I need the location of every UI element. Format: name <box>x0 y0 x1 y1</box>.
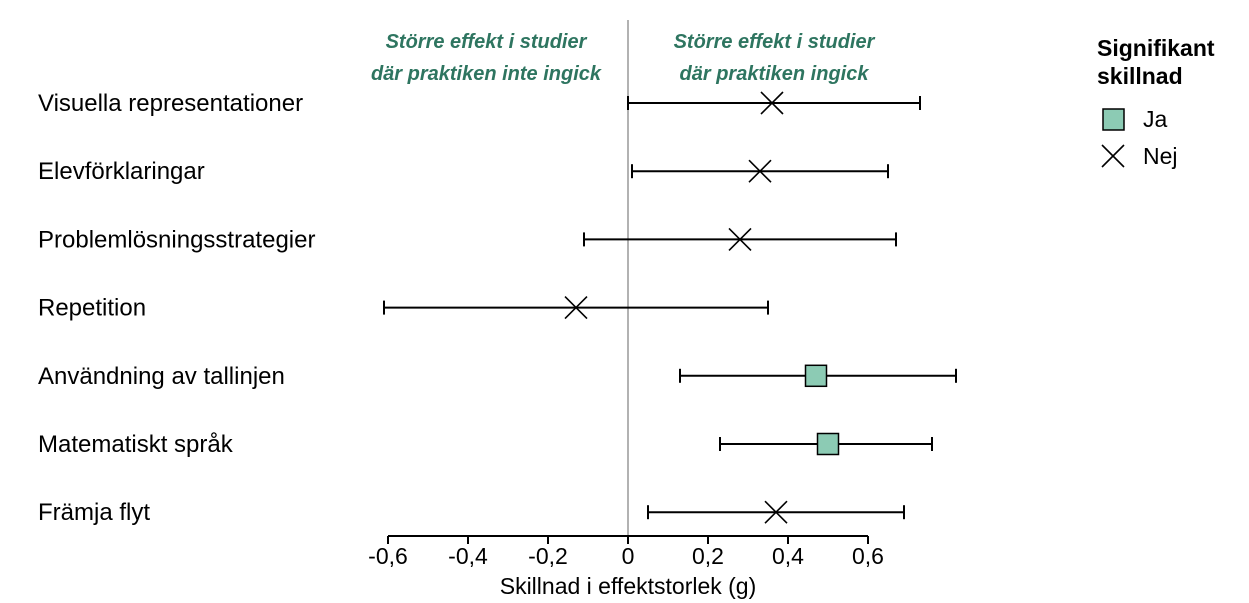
annotation-right: Större effekt i studier <box>674 31 876 53</box>
row-label: Matematiskt språk <box>38 431 234 458</box>
legend-title: skillnad <box>1097 63 1183 89</box>
x-axis: -0,6 -0,4 -0,2 0 0,2 0,4 0,6 Skillnad i effekts… <box>368 535 884 599</box>
legend-item: Nej <box>1101 143 1178 169</box>
row: Matematiskt språk <box>38 431 933 458</box>
annotation-right: där praktiken ingick <box>680 63 870 85</box>
estimate-marker-x <box>760 91 784 115</box>
legend-label: Ja <box>1143 106 1168 132</box>
row-label: Visuella representationer <box>38 90 303 117</box>
x-tick-label: -0,4 <box>448 543 488 569</box>
legend-x-icon <box>1101 144 1125 168</box>
estimate-marker-x <box>564 296 588 320</box>
x-tick-label: 0,2 <box>692 543 724 569</box>
x-axis-label: Skillnad i effektstorlek (g) <box>500 573 757 599</box>
row-label: Problemlösningsstrategier <box>38 226 315 253</box>
estimate-marker-x <box>728 227 752 251</box>
estimate-marker-square <box>816 432 840 456</box>
row: Elevförklaringar <box>38 158 889 185</box>
legend-item: Ja <box>1102 106 1168 132</box>
annotation-left: Större effekt i studier <box>386 31 588 53</box>
rows-layer: Visuella representationer Elevförklaringa… <box>38 20 957 536</box>
row-label: Användning av tallinjen <box>38 363 285 390</box>
x-tick-label: 0,4 <box>772 543 804 569</box>
estimate-marker-square <box>804 364 828 388</box>
row: Främja flyt <box>38 499 905 526</box>
x-tick-label: 0 <box>622 543 635 569</box>
estimate-marker-x <box>764 500 788 524</box>
annotation-left: där praktiken inte ingick <box>371 63 602 85</box>
row: Visuella representationer <box>38 90 921 117</box>
x-tick-label: -0,6 <box>368 543 408 569</box>
x-tick-label: 0,6 <box>852 543 884 569</box>
row: Problemlösningsstrategier <box>38 226 897 253</box>
annotations: Större effekt i studier där praktiken int… <box>371 31 876 85</box>
row-label: Repetition <box>38 295 146 322</box>
legend-square-icon <box>1102 108 1125 131</box>
row-label: Främja flyt <box>38 499 150 526</box>
row: Repetition <box>38 295 769 322</box>
estimate-marker-x <box>748 159 772 183</box>
row: Användning av tallinjen <box>38 363 957 390</box>
legend-label: Nej <box>1143 143 1178 169</box>
legend-title: Signifikant <box>1097 35 1215 61</box>
row-label: Elevförklaringar <box>38 158 205 185</box>
x-tick-label: -0,2 <box>528 543 568 569</box>
